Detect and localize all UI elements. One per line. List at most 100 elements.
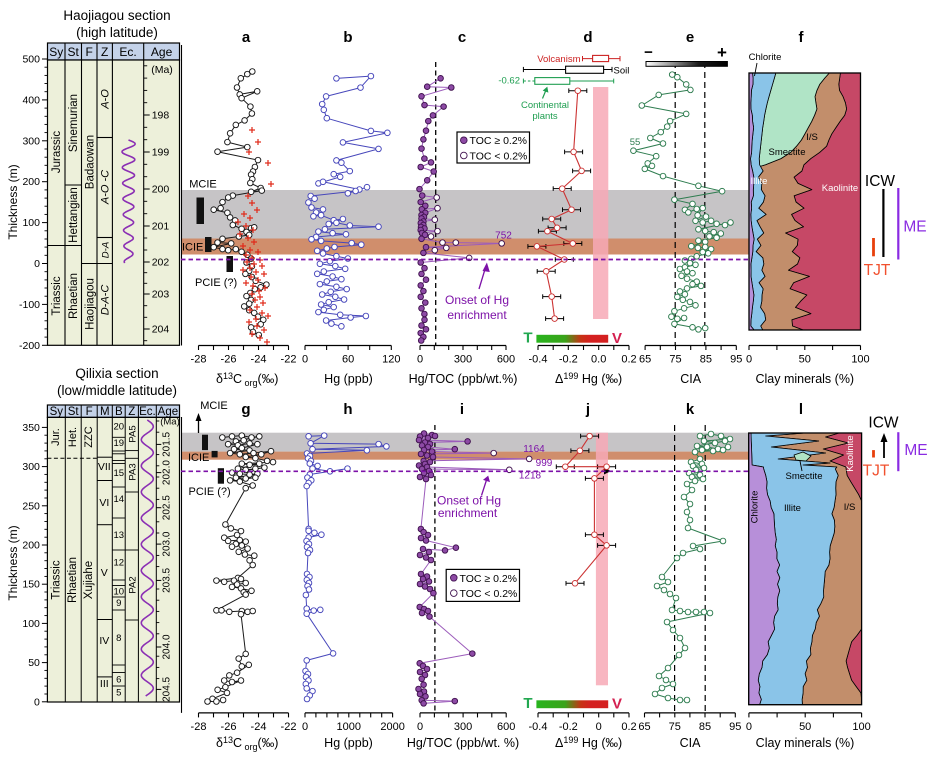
svg-text:ICW: ICW [865,173,896,190]
svg-text:Ec.: Ec. [119,45,136,59]
svg-text:T: T [523,695,532,712]
svg-text:D-A: D-A [101,242,112,258]
svg-text:Thickness (m): Thickness (m) [6,525,20,600]
svg-text:e: e [686,29,694,46]
svg-text:Qilixia section: Qilixia section [75,366,158,381]
svg-text:203.0: 203.0 [162,531,173,556]
svg-text:VII: VII [98,461,111,473]
svg-text:203: 203 [152,289,170,301]
svg-text:Sinemurian: Sinemurian [68,94,80,152]
svg-text:I/S: I/S [806,132,818,143]
svg-text:0.0: 0.0 [591,354,606,366]
svg-text:ICIE: ICIE [188,452,209,464]
svg-text:95: 95 [730,354,742,366]
svg-text:g: g [241,401,250,418]
svg-text:500: 500 [22,54,40,66]
svg-text:13: 13 [114,530,125,541]
svg-text:204: 204 [152,324,170,336]
svg-text:enrichment: enrichment [447,308,507,322]
svg-text:f: f [799,29,805,46]
svg-text:199: 199 [152,147,170,159]
svg-text:δ13C org(‰): δ13C org(‰) [216,371,278,388]
svg-text:Thickness (m): Thickness (m) [6,164,20,239]
svg-text:a: a [242,29,251,46]
svg-text:999: 999 [536,458,553,469]
svg-text:400: 400 [22,94,40,106]
svg-text:1218: 1218 [519,471,542,482]
svg-text:-24: -24 [251,354,267,366]
svg-text:75: 75 [669,354,681,366]
svg-text:TOC < 0.2%: TOC < 0.2% [470,150,528,162]
svg-text:PA3: PA3 [127,463,138,480]
svg-text:55: 55 [630,137,641,148]
svg-text:204.0: 204.0 [162,634,173,659]
svg-text:-0.4: -0.4 [529,354,548,366]
svg-text:Chlorite: Chlorite [749,52,782,63]
svg-text:TOC ≥ 0.2%: TOC ≥ 0.2% [470,135,528,147]
svg-text:Z: Z [128,406,135,418]
svg-text:Jurassic: Jurassic [51,131,63,173]
svg-text:i: i [460,401,464,418]
svg-text:Haojiagou section: Haojiagou section [63,8,170,23]
svg-text:-0.2: -0.2 [559,354,578,366]
svg-text:T: T [523,330,532,347]
svg-text:14: 14 [114,494,125,505]
svg-text:200: 200 [22,540,40,552]
svg-text:B: B [115,406,123,418]
svg-text:200: 200 [22,176,40,188]
svg-text:Soil: Soil [614,65,630,76]
svg-text:19: 19 [114,438,125,449]
svg-text:85: 85 [699,721,711,733]
svg-text:204.5: 204.5 [162,676,173,701]
svg-text:1164: 1164 [523,444,545,455]
svg-text:0: 0 [746,721,752,733]
svg-text:Rhaetian: Rhaetian [68,273,80,319]
svg-text:MCIE: MCIE [189,179,217,191]
svg-text:20: 20 [114,422,125,433]
svg-text:III: III [100,678,109,690]
svg-text:95: 95 [729,721,741,733]
svg-text:50: 50 [799,354,811,366]
svg-text:-24: -24 [251,721,267,733]
svg-text:0: 0 [302,721,308,733]
svg-text:+: + [717,43,727,62]
svg-text:CIA: CIA [680,372,702,386]
svg-text:Volcanism: Volcanism [537,54,580,65]
svg-text:-200: -200 [19,340,40,352]
svg-text:Clay minerals (%): Clay minerals (%) [756,736,855,750]
svg-text:120: 120 [382,354,400,366]
svg-text:c: c [458,29,466,46]
svg-text:Smectite: Smectite [786,471,823,482]
svg-text:300: 300 [22,135,40,147]
svg-text:plants: plants [532,111,558,122]
svg-text:Smectite: Smectite [769,147,806,158]
svg-text:l: l [799,401,803,418]
svg-text:Hg/TOC (ppb/wt. %): Hg/TOC (ppb/wt. %) [407,736,519,750]
svg-text:600: 600 [497,721,515,733]
svg-text:Kaolinite: Kaolinite [845,435,856,471]
svg-text:(Ma): (Ma) [160,417,180,428]
svg-text:Hg (ppb): Hg (ppb) [324,372,373,386]
svg-text:0: 0 [417,721,423,733]
svg-text:TJT: TJT [863,463,890,480]
svg-text:V: V [612,330,622,347]
svg-text:100: 100 [852,721,870,733]
svg-text:300: 300 [454,354,472,366]
svg-text:0: 0 [34,258,40,270]
svg-text:I/S: I/S [844,502,856,513]
svg-text:Hettangian: Hettangian [68,187,80,243]
svg-text:0: 0 [417,354,423,366]
svg-text:Jur.: Jur. [50,428,62,446]
svg-text:(Ma): (Ma) [151,64,173,76]
svg-text:202.5: 202.5 [162,495,173,520]
svg-text:150: 150 [22,579,40,591]
svg-text:Triassic: Triassic [51,276,63,315]
svg-text:Sy: Sy [49,45,63,59]
svg-text:k: k [686,401,695,418]
svg-text:5: 5 [116,688,121,699]
svg-text:Haojiagou: Haojiagou [85,278,97,330]
svg-text:100: 100 [22,217,40,229]
svg-text:enrichment: enrichment [438,506,498,520]
svg-text:12: 12 [114,558,125,569]
svg-text:65: 65 [639,354,651,366]
